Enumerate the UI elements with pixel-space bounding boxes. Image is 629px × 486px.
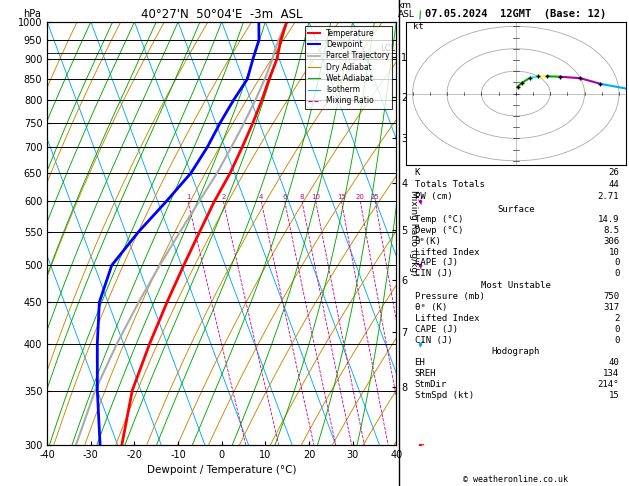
Text: © weatheronline.co.uk: © weatheronline.co.uk: [464, 474, 568, 484]
Text: Hodograph: Hodograph: [492, 347, 540, 356]
Text: Totals Totals: Totals Totals: [415, 180, 484, 189]
Text: 1: 1: [186, 194, 190, 200]
Title: 40°27'N  50°04'E  -3m  ASL: 40°27'N 50°04'E -3m ASL: [141, 8, 303, 21]
Text: 306: 306: [603, 237, 619, 246]
Text: 10: 10: [311, 194, 320, 200]
Text: CIN (J): CIN (J): [415, 269, 452, 278]
Text: Surface: Surface: [497, 205, 535, 213]
Text: 25: 25: [371, 194, 380, 200]
Text: StmSpd (kt): StmSpd (kt): [415, 391, 474, 400]
Text: 8.5: 8.5: [603, 226, 619, 235]
Text: Most Unstable: Most Unstable: [481, 281, 551, 290]
Text: CIN (J): CIN (J): [415, 335, 452, 345]
X-axis label: Dewpoint / Temperature (°C): Dewpoint / Temperature (°C): [147, 465, 296, 475]
Text: 0: 0: [614, 335, 619, 345]
Text: 750: 750: [603, 292, 619, 301]
Text: 0: 0: [614, 269, 619, 278]
Text: 4: 4: [259, 194, 264, 200]
Text: LCL: LCL: [380, 44, 395, 53]
Text: kt: kt: [413, 21, 423, 31]
Text: PW (cm): PW (cm): [415, 192, 452, 201]
Text: 317: 317: [603, 303, 619, 312]
Text: 14.9: 14.9: [598, 215, 619, 224]
Text: km
ASL: km ASL: [398, 1, 415, 19]
Text: 40: 40: [608, 358, 619, 367]
Text: 6: 6: [282, 194, 287, 200]
Text: 134: 134: [603, 369, 619, 378]
Text: CAPE (J): CAPE (J): [415, 259, 457, 267]
Text: θᵉ(K): θᵉ(K): [415, 237, 442, 246]
Text: 10: 10: [608, 247, 619, 257]
Text: 0: 0: [614, 325, 619, 334]
Text: 2: 2: [614, 313, 619, 323]
Text: Temp (°C): Temp (°C): [415, 215, 463, 224]
Text: hPa: hPa: [23, 9, 41, 19]
Text: StmDir: StmDir: [415, 380, 447, 389]
Text: θᵉ (K): θᵉ (K): [415, 303, 447, 312]
Text: 26: 26: [608, 168, 619, 177]
Text: 2.71: 2.71: [598, 192, 619, 201]
Text: Lifted Index: Lifted Index: [415, 313, 479, 323]
Text: K: K: [415, 168, 420, 177]
Text: 214°: 214°: [598, 380, 619, 389]
Text: 44: 44: [608, 180, 619, 189]
Text: 07.05.2024  12GMT  (Base: 12): 07.05.2024 12GMT (Base: 12): [425, 9, 606, 19]
Text: Dewp (°C): Dewp (°C): [415, 226, 463, 235]
Text: 15: 15: [337, 194, 346, 200]
Legend: Temperature, Dewpoint, Parcel Trajectory, Dry Adiabat, Wet Adiabat, Isotherm, Mi: Temperature, Dewpoint, Parcel Trajectory…: [305, 26, 392, 108]
Text: 20: 20: [356, 194, 365, 200]
Text: EH: EH: [415, 358, 425, 367]
Text: 8: 8: [300, 194, 304, 200]
Text: 2: 2: [221, 194, 226, 200]
Text: 0: 0: [614, 259, 619, 267]
Text: SREH: SREH: [415, 369, 436, 378]
Text: Pressure (mb): Pressure (mb): [415, 292, 484, 301]
Text: CAPE (J): CAPE (J): [415, 325, 457, 334]
Y-axis label: Mixing Ratio (g/kg): Mixing Ratio (g/kg): [409, 191, 418, 276]
Text: 15: 15: [608, 391, 619, 400]
Text: Lifted Index: Lifted Index: [415, 247, 479, 257]
